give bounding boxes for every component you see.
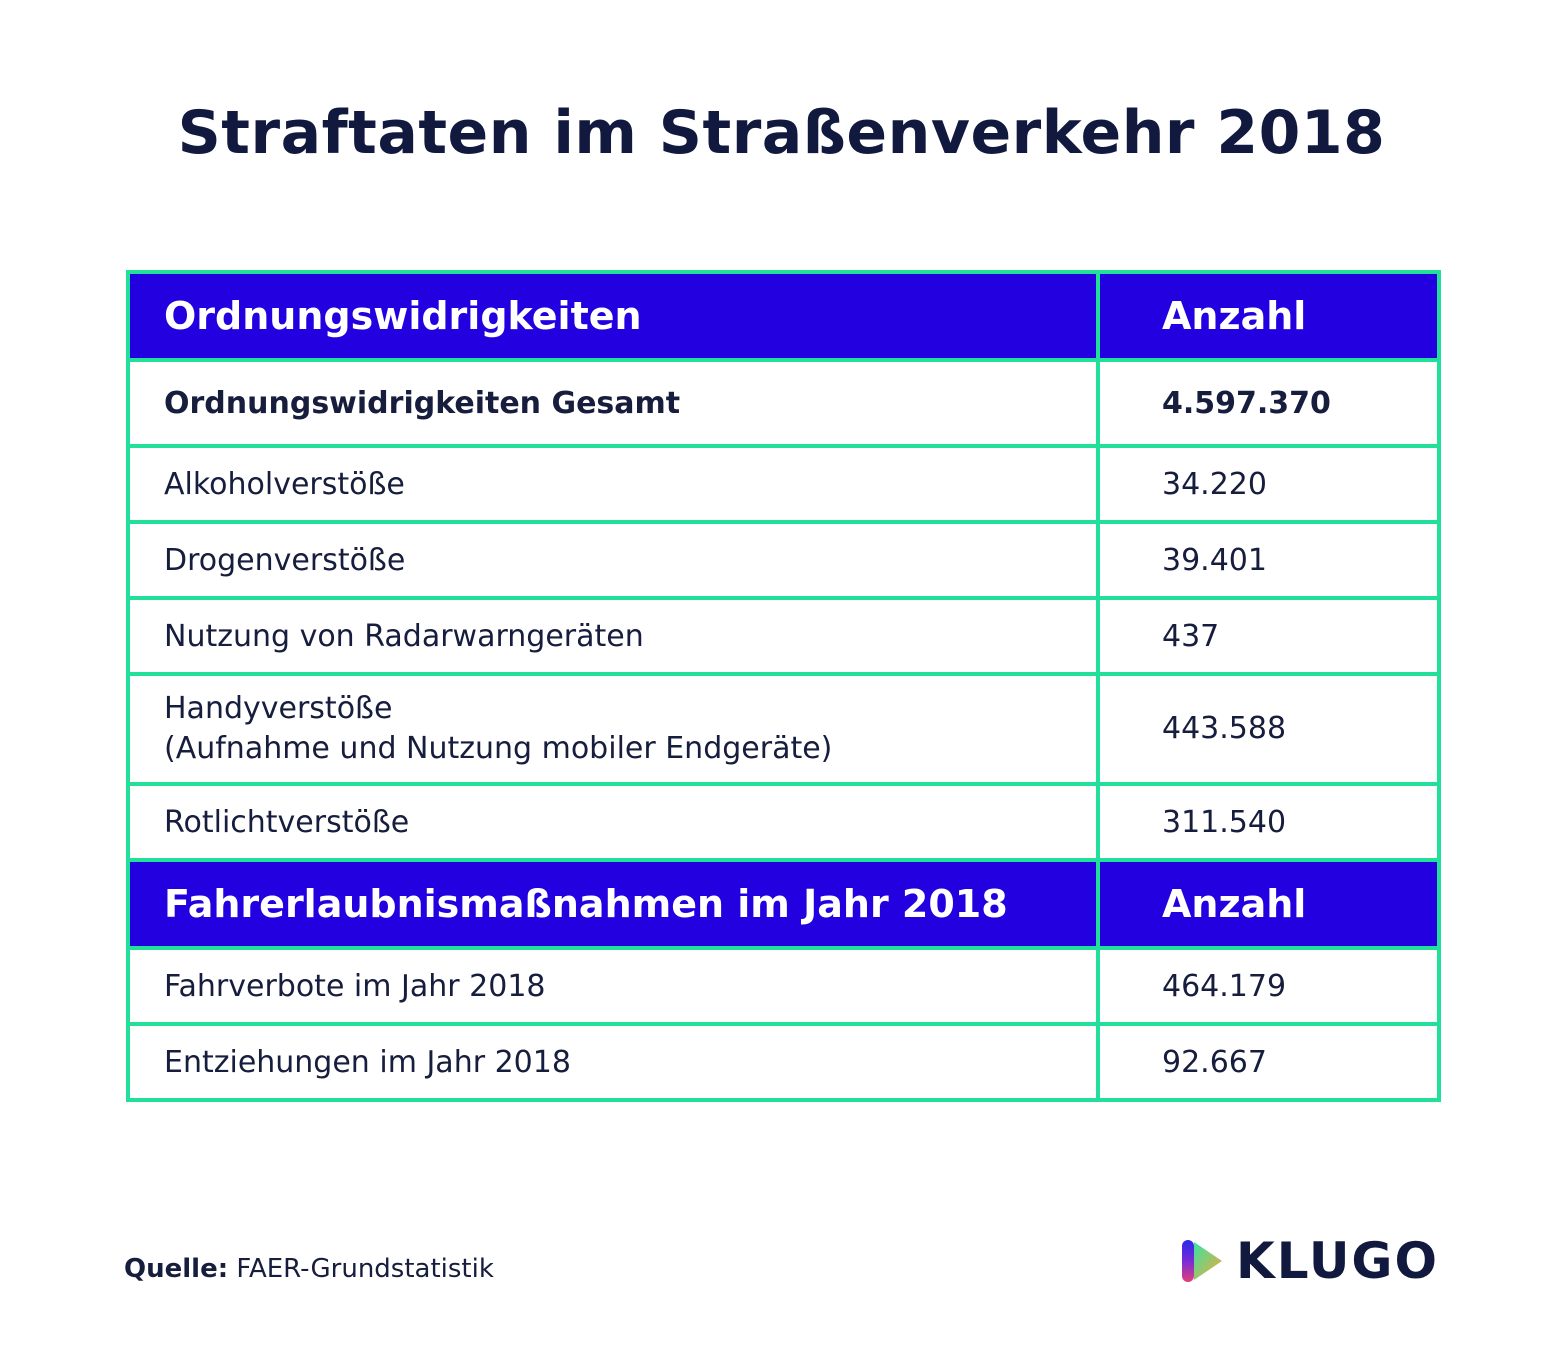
table-row: Nutzung von Radarwarngeräten 437 xyxy=(126,596,1441,676)
header-label: Fahrerlaubnismaßnahmen im Jahr 2018 xyxy=(126,858,1100,950)
row-label: Ordnungswidrigkeiten Gesamt xyxy=(126,358,1100,448)
row-value: 39.401 xyxy=(1096,520,1441,600)
statistics-table: Ordnungswidrigkeiten Anzahl Ordnungswidr… xyxy=(126,270,1441,1102)
source-text: FAER-Grundstatistik xyxy=(228,1254,494,1284)
klugo-wordmark: KLUGO xyxy=(1236,1232,1439,1290)
row-value: 443.588 xyxy=(1096,672,1441,786)
row-label-line2: (Aufnahme und Nutzung mobiler Endgeräte) xyxy=(164,731,833,766)
header-count: Anzahl xyxy=(1096,270,1441,362)
table-row: Entziehungen im Jahr 2018 92.667 xyxy=(126,1022,1441,1102)
source-label: Quelle: xyxy=(124,1254,229,1284)
table-row: Ordnungswidrigkeiten Gesamt 4.597.370 xyxy=(126,358,1441,448)
header-count: Anzahl xyxy=(1096,858,1441,950)
row-value: 464.179 xyxy=(1096,946,1441,1026)
row-label: Nutzung von Radarwarngeräten xyxy=(126,596,1100,676)
row-value: 437 xyxy=(1096,596,1441,676)
section-header-row: Ordnungswidrigkeiten Anzahl xyxy=(126,270,1441,362)
table-row: Rotlichtverstöße 311.540 xyxy=(126,782,1441,862)
page-title: Straftaten im Straßenverkehr 2018 xyxy=(177,98,1386,168)
row-label: Alkoholverstöße xyxy=(126,444,1100,524)
row-value: 311.540 xyxy=(1096,782,1441,862)
row-label-line1: Handyverstöße xyxy=(164,691,393,726)
table-row: Handyverstöße (Aufnahme und Nutzung mobi… xyxy=(126,672,1441,786)
table-row: Drogenverstöße 39.401 xyxy=(126,520,1441,600)
klugo-play-icon xyxy=(1182,1240,1222,1282)
header-label: Ordnungswidrigkeiten xyxy=(126,270,1100,362)
section-header-row: Fahrerlaubnismaßnahmen im Jahr 2018 Anza… xyxy=(126,858,1441,950)
row-value: 4.597.370 xyxy=(1096,358,1441,448)
row-value: 34.220 xyxy=(1096,444,1441,524)
table-row: Fahrverbote im Jahr 2018 464.179 xyxy=(126,946,1441,1026)
row-label: Entziehungen im Jahr 2018 xyxy=(126,1022,1100,1102)
klugo-logo: KLUGO xyxy=(1180,1232,1439,1290)
source-note: Quelle: FAER-Grundstatistik xyxy=(124,1254,494,1284)
row-label: Drogenverstöße xyxy=(126,520,1100,600)
row-label: Handyverstöße (Aufnahme und Nutzung mobi… xyxy=(126,672,1100,786)
row-label: Rotlichtverstöße xyxy=(126,782,1100,862)
row-value: 92.667 xyxy=(1096,1022,1441,1102)
row-label: Fahrverbote im Jahr 2018 xyxy=(126,946,1100,1026)
table-row: Alkoholverstöße 34.220 xyxy=(126,444,1441,524)
